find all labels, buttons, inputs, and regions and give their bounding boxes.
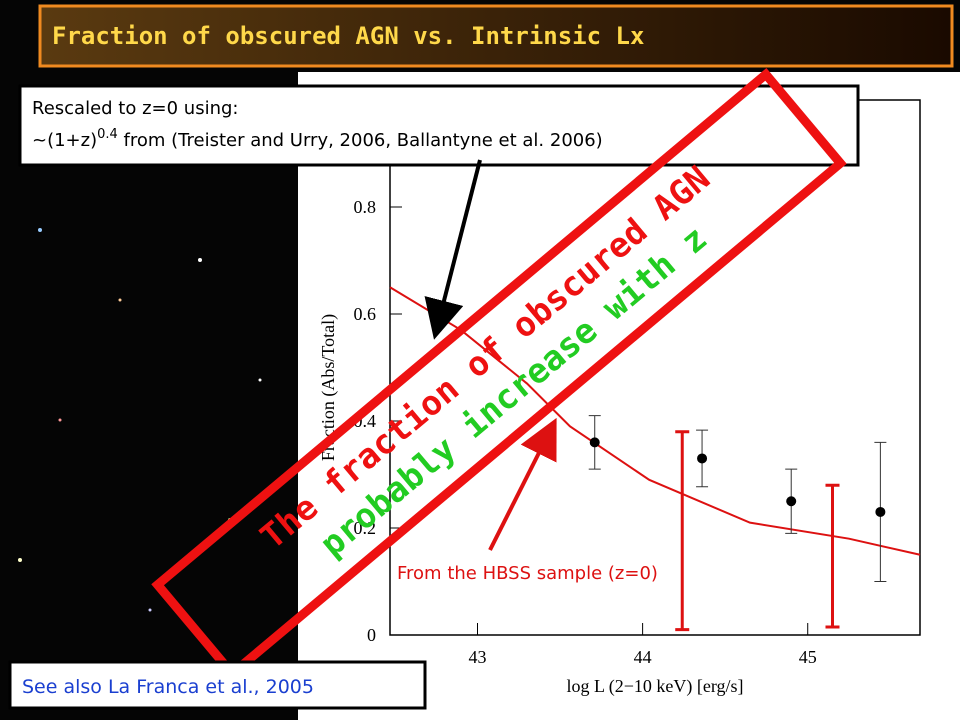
y-tick-label: 0: [367, 625, 376, 645]
arrow: [488, 417, 557, 551]
title-box: [38, 4, 954, 68]
curve-label: From the HBSS sample (z=0): [397, 563, 658, 584]
note-box: [18, 84, 860, 167]
note-text: from (Treister and Urry, 2006, Ballantyn…: [118, 130, 603, 151]
y-tick-label: 0.2: [354, 518, 377, 538]
hbss-bar: [675, 430, 690, 632]
x-tick-label: 44: [634, 647, 652, 667]
data-point: [697, 453, 708, 464]
note-line: ~(1+z)0.4 from (Treister and Urry, 2006,…: [32, 127, 603, 151]
see-also-box: [8, 660, 427, 710]
y-tick-label: 0.8: [354, 197, 377, 217]
data-point: [589, 437, 600, 448]
data-point: [875, 506, 886, 517]
see-also: See also La Franca et al., 2005: [22, 676, 314, 698]
note-text: ~(1+z): [32, 130, 97, 151]
title: Fraction of obscured AGN vs. Intrinsic L…: [52, 22, 644, 50]
callout-box: [151, 68, 847, 680]
x-tick-label: 45: [799, 647, 817, 667]
arrow: [424, 159, 482, 340]
note-exponent: 0.4: [97, 127, 118, 142]
y-tick-label: 0.6: [354, 304, 377, 324]
starfield: [18, 228, 262, 612]
hbss-bar: [825, 483, 840, 629]
data-point: [786, 496, 797, 507]
x-axis-label: log L (2−10 keV) [erg/s]: [566, 676, 743, 697]
note-line: Rescaled to z=0 using:: [32, 98, 238, 119]
x-tick-label: 43: [469, 647, 487, 667]
y-axis-label: Fraction (Abs/Total): [318, 314, 339, 461]
plot-panel: [298, 72, 960, 720]
